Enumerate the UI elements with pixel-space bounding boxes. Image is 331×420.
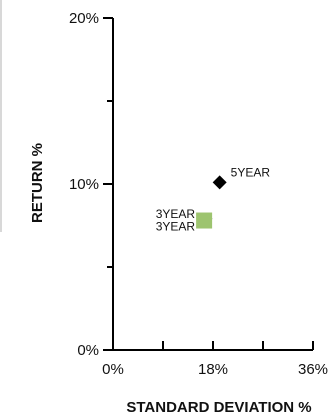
point-label: 3YEAR	[156, 207, 196, 221]
x-tick-label: 0%	[102, 361, 124, 378]
y-tick-label: 10%	[69, 176, 99, 193]
y-tick-label: 20%	[69, 10, 99, 27]
point-marker-square	[196, 212, 213, 229]
y-tick-label: 0%	[77, 342, 99, 359]
left-divider	[0, 0, 2, 232]
y-axis-title: RETURN %	[29, 143, 46, 223]
x-tick-label: 36%	[298, 361, 328, 378]
point-label: 3YEAR	[156, 220, 196, 234]
point-label: 5YEAR	[231, 165, 271, 179]
axes	[112, 18, 313, 351]
x-axis-title: STANDARD DEVIATION %	[126, 399, 311, 416]
point-marker-diamond	[212, 175, 227, 190]
ticks	[103, 17, 314, 351]
data-points	[196, 175, 227, 229]
tick-labels: 0% 10% 20% 0% 18% 36%	[69, 10, 328, 378]
x-tick-label: 18%	[198, 361, 228, 378]
